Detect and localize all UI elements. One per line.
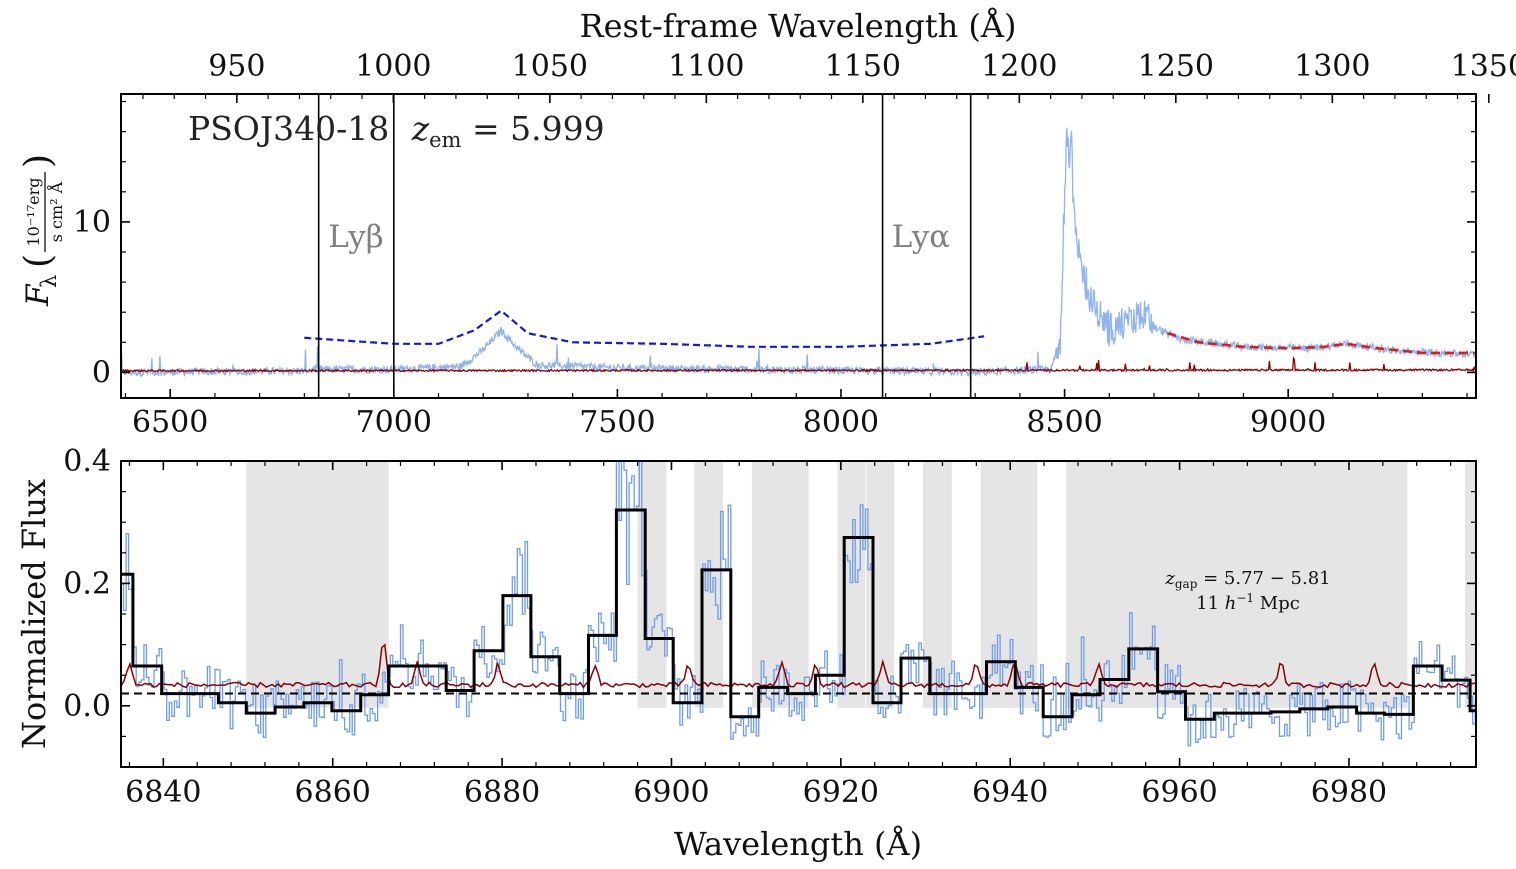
gap-unit: Mpc bbox=[1254, 593, 1300, 614]
top-xtick-label: 6500 bbox=[132, 405, 208, 440]
gap-region-5 bbox=[866, 461, 895, 708]
top-annotation: PSOJ340-18 zem = 5.999 bbox=[188, 109, 605, 152]
bottom-flux-line bbox=[121, 461, 1476, 747]
zgap-symbol: z bbox=[1164, 568, 1175, 589]
bottom-error-line bbox=[121, 643, 1476, 689]
gap-annotation-line1: zgap = 5.77 − 5.81 bbox=[1164, 568, 1330, 591]
bottom-ytick-label: 0.0 bbox=[63, 689, 111, 724]
z-value: = 5.999 bbox=[461, 109, 604, 148]
zgap-subscript: gap bbox=[1175, 577, 1198, 591]
ylabel-paren-close: ) bbox=[18, 154, 59, 168]
bottom-xtick-label: 6920 bbox=[803, 775, 879, 810]
top-rest-tick-label: 1100 bbox=[668, 49, 744, 84]
top-xtick-label: 7500 bbox=[579, 405, 655, 440]
gap-h-symbol: h bbox=[1225, 593, 1237, 614]
gap-annotation-line2: 11 h−1 Mpc bbox=[1196, 591, 1300, 614]
gap-region-3 bbox=[751, 461, 809, 708]
z-subscript: em bbox=[429, 128, 461, 152]
top-xtick-label: 9000 bbox=[1250, 405, 1326, 440]
top-ticks: 6500 7000 7500 8000 8500 9000 950 1000 1050 1100 1… bbox=[73, 49, 1516, 440]
gap-region-8 bbox=[1066, 461, 1408, 708]
bottom-xtick-label: 6960 bbox=[1141, 775, 1217, 810]
gap-region-0 bbox=[246, 461, 389, 708]
top-error-line bbox=[121, 355, 1476, 373]
gap-regions bbox=[246, 461, 1476, 708]
ylabel-f: F bbox=[20, 283, 56, 307]
top-continuum-line bbox=[304, 309, 985, 348]
top-rest-tick-label: 1150 bbox=[825, 49, 901, 84]
binned-flux-steps bbox=[121, 508, 1476, 721]
gap-h-exponent: −1 bbox=[1236, 591, 1254, 605]
gap-region-2 bbox=[694, 461, 724, 708]
bottom-xtick-label: 6880 bbox=[464, 775, 540, 810]
top-panel: 6500 7000 7500 8000 8500 9000 950 1000 1050 1100 1… bbox=[18, 7, 1516, 440]
ylabel-sub: λ bbox=[37, 275, 61, 288]
top-rest-tick-label: 1050 bbox=[512, 49, 588, 84]
bottom-xtick-label: 6940 bbox=[972, 775, 1048, 810]
ylabel-unit-num: 10⁻¹⁷erg bbox=[24, 178, 43, 247]
gap-region-7 bbox=[980, 461, 1038, 708]
ylabel-unit-den: s cm² Å bbox=[46, 181, 66, 242]
gap-region-6 bbox=[922, 461, 952, 708]
top-rest-tick-label: 1000 bbox=[355, 49, 431, 84]
bottom-ytick-label: 0.2 bbox=[63, 566, 111, 601]
bottom-xlabel: Wavelength (Å) bbox=[674, 825, 922, 863]
bottom-ticks: 6840 6860 6880 6900 6920 6940 6960 6980 0.0 0.2 0.… bbox=[63, 444, 1476, 810]
top-data-layer bbox=[121, 127, 1476, 378]
gap-size: 11 bbox=[1196, 593, 1225, 614]
top-rest-tick-label: 1200 bbox=[981, 49, 1057, 84]
top-axes-frame bbox=[120, 93, 1477, 399]
top-xtick-label: 8500 bbox=[1026, 405, 1102, 440]
lya-label: Lyα bbox=[892, 219, 951, 255]
top-xlabel: Rest-frame Wavelength (Å) bbox=[580, 7, 1017, 45]
top-rest-tick-label: 1250 bbox=[1138, 49, 1214, 84]
bottom-ylabel: Normalized Flux bbox=[15, 479, 53, 749]
ylabel-paren-open: ( bbox=[18, 254, 59, 268]
gap-region-9 bbox=[1464, 461, 1476, 708]
gap-region-4 bbox=[837, 461, 866, 708]
top-ytick-label: 10 bbox=[73, 205, 111, 240]
bottom-xtick-label: 6980 bbox=[1311, 775, 1387, 810]
bottom-xtick-label: 6900 bbox=[633, 775, 709, 810]
top-ion-lines bbox=[317, 94, 972, 398]
lyb-label: Lyβ bbox=[328, 219, 383, 255]
bottom-data-layer bbox=[121, 461, 1476, 747]
bottom-ytick-label: 0.4 bbox=[63, 444, 111, 479]
zgap-value: = 5.77 − 5.81 bbox=[1197, 568, 1330, 589]
top-fit-line bbox=[1167, 332, 1476, 355]
top-ylabel: F λ ( 10⁻¹⁷erg s cm² Å ) bbox=[18, 154, 66, 307]
top-rest-tick-label: 950 bbox=[208, 49, 265, 84]
bottom-xtick-label: 6860 bbox=[295, 775, 371, 810]
top-xtick-label: 7000 bbox=[356, 405, 432, 440]
top-ytick-label: 0 bbox=[92, 355, 111, 390]
top-xtick-label: 8000 bbox=[803, 405, 879, 440]
z-symbol: z bbox=[411, 109, 430, 148]
bottom-xtick-label: 6840 bbox=[125, 775, 201, 810]
top-rest-tick-label: 1300 bbox=[1294, 49, 1370, 84]
bottom-panel: 6840 6860 6880 6900 6920 6940 6960 6980 0.0 0.2 0.… bbox=[15, 444, 1477, 863]
quasar-name: PSOJ340-18 bbox=[188, 109, 389, 148]
